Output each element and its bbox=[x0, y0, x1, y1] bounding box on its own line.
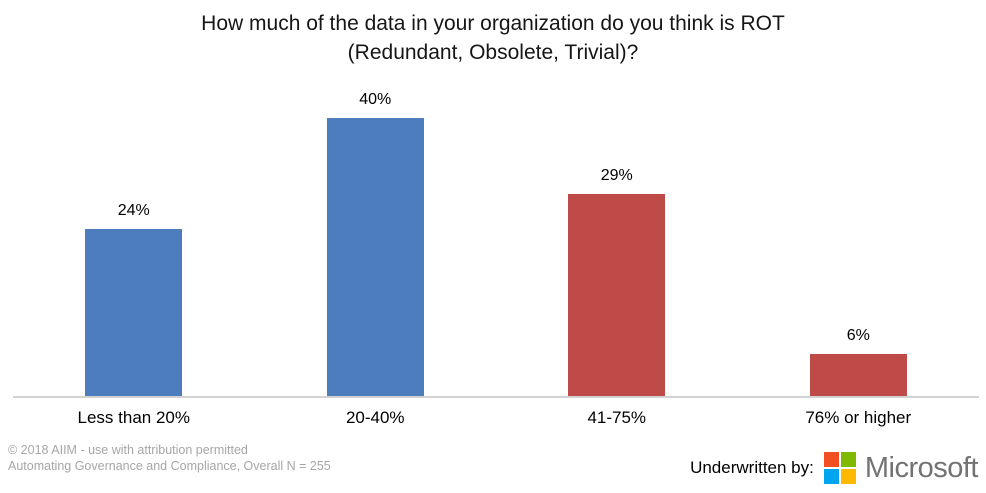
bar-20-40 bbox=[326, 118, 424, 396]
sponsor-block: Underwritten by: Microsoft bbox=[690, 447, 979, 489]
value-label: 6% bbox=[846, 327, 870, 344]
category-axis: Less than 20% 20-40% 41-75% 76% or highe… bbox=[13, 408, 979, 428]
microsoft-logo-yellow-square bbox=[840, 469, 856, 484]
category-label: Less than 20% bbox=[77, 408, 190, 427]
microsoft-logo-green-square bbox=[840, 452, 856, 467]
chart-title-line1: How much of the data in your organizatio… bbox=[201, 12, 785, 35]
category-label: 20-40% bbox=[345, 408, 405, 427]
bar-column: 29% bbox=[496, 0, 738, 396]
plot-area: 24% 40% 29% 6% bbox=[13, 0, 979, 396]
copyright-line1: © 2018 AIIM - use with attribution permi… bbox=[8, 443, 248, 457]
bar-column: 40% bbox=[255, 0, 497, 396]
bar-76-or-higher bbox=[809, 354, 907, 396]
microsoft-logo-icon bbox=[823, 452, 856, 484]
bar-column: 24% bbox=[13, 0, 255, 396]
bar-less-than-20 bbox=[85, 229, 183, 396]
value-label: 24% bbox=[117, 202, 150, 219]
bar-column: 6% bbox=[738, 0, 980, 396]
category-label: 41-75% bbox=[587, 408, 647, 427]
microsoft-logo-blue-square bbox=[823, 469, 839, 484]
underwritten-by-label: Underwritten by: bbox=[690, 458, 814, 477]
x-axis-line bbox=[13, 396, 979, 398]
copyright-line2: Automating Governance and Compliance, Ov… bbox=[8, 458, 331, 473]
bar-41-75 bbox=[568, 194, 666, 396]
copyright-notice: © 2018 AIIM - use with attribution permi… bbox=[8, 443, 331, 474]
value-label: 40% bbox=[359, 91, 392, 108]
value-label: 29% bbox=[600, 167, 633, 184]
chart-title: How much of the data in your organizatio… bbox=[0, 9, 986, 67]
category-label: 76% or higher bbox=[805, 408, 912, 427]
microsoft-wordmark: Microsoft bbox=[864, 451, 979, 484]
microsoft-logo-red-square bbox=[823, 452, 839, 467]
chart-title-line2: (Redundant, Obsolete, Trivial)? bbox=[347, 41, 639, 64]
